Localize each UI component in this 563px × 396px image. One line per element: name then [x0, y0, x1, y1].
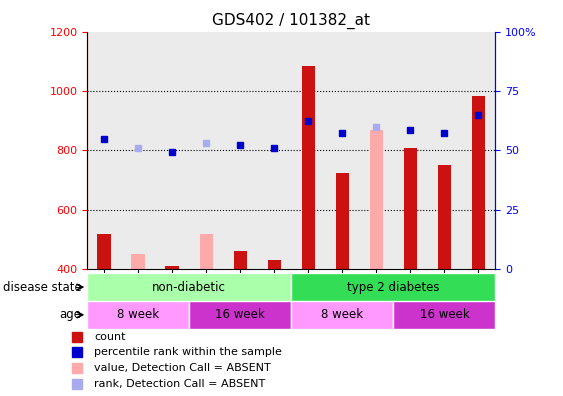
Text: age: age	[60, 308, 82, 321]
Text: count: count	[94, 331, 126, 342]
Bar	[234, 251, 247, 269]
Text: 8 week: 8 week	[321, 308, 364, 321]
Text: 8 week: 8 week	[117, 308, 159, 321]
Bar	[359, 32, 394, 269]
Bar	[132, 254, 145, 269]
Bar	[292, 32, 325, 269]
Bar	[166, 266, 179, 269]
Bar	[336, 173, 349, 269]
Bar	[224, 32, 257, 269]
Bar	[97, 234, 111, 269]
Bar	[394, 32, 427, 269]
Title: GDS402 / 101382_at: GDS402 / 101382_at	[212, 13, 370, 29]
Bar	[472, 95, 485, 269]
Bar	[437, 165, 451, 269]
Text: value, Detection Call = ABSENT: value, Detection Call = ABSENT	[94, 363, 271, 373]
Bar	[257, 32, 292, 269]
Text: percentile rank within the sample: percentile rank within the sample	[94, 347, 282, 358]
Bar	[404, 147, 417, 269]
Bar	[87, 273, 292, 301]
Bar	[292, 301, 394, 329]
Bar	[394, 301, 495, 329]
Text: 16 week: 16 week	[419, 308, 470, 321]
Bar	[267, 260, 281, 269]
Text: disease state: disease state	[3, 281, 82, 293]
Text: type 2 diabetes: type 2 diabetes	[347, 281, 440, 293]
Bar	[87, 32, 121, 269]
Bar	[302, 66, 315, 269]
Bar	[121, 32, 155, 269]
Text: non-diabetic: non-diabetic	[153, 281, 226, 293]
Bar	[189, 32, 224, 269]
Bar	[325, 32, 359, 269]
Bar	[369, 129, 383, 269]
Bar	[427, 32, 462, 269]
Bar	[199, 234, 213, 269]
Text: rank, Detection Call = ABSENT: rank, Detection Call = ABSENT	[94, 379, 265, 389]
Text: 16 week: 16 week	[216, 308, 265, 321]
Bar	[292, 273, 495, 301]
Bar	[87, 301, 189, 329]
Bar	[155, 32, 189, 269]
Bar	[462, 32, 495, 269]
Bar	[189, 301, 292, 329]
